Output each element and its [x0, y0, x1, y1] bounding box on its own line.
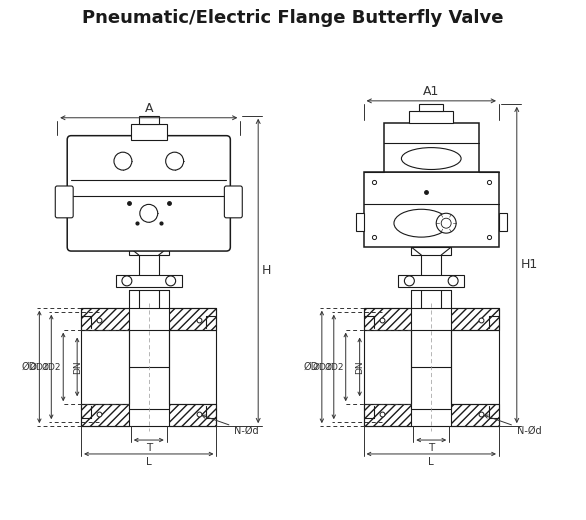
Bar	[169, 308, 216, 330]
Text: ØD2: ØD2	[324, 362, 344, 371]
Text: N-Ød: N-Ød	[485, 415, 541, 436]
Text: H: H	[262, 265, 271, 278]
Text: L: L	[146, 457, 152, 467]
Bar	[364, 308, 411, 330]
Bar	[81, 308, 129, 330]
Bar	[420, 104, 443, 111]
FancyBboxPatch shape	[67, 136, 230, 251]
FancyBboxPatch shape	[55, 186, 73, 218]
Bar	[169, 404, 216, 426]
Bar	[499, 214, 507, 231]
Text: H1: H1	[521, 258, 538, 271]
Bar	[411, 247, 451, 255]
Bar	[364, 173, 499, 247]
Circle shape	[122, 276, 132, 286]
Bar	[411, 330, 451, 409]
Bar	[116, 275, 182, 287]
Bar	[131, 124, 166, 140]
Circle shape	[448, 276, 458, 286]
Bar	[383, 123, 479, 173]
Text: DN: DN	[73, 360, 81, 374]
Text: L: L	[428, 457, 434, 467]
Text: A1: A1	[423, 85, 440, 98]
Text: T: T	[146, 443, 152, 453]
Bar	[129, 330, 169, 409]
Ellipse shape	[394, 209, 449, 237]
Text: ØD1: ØD1	[30, 362, 49, 371]
Bar	[410, 111, 453, 123]
Bar	[81, 404, 129, 426]
Circle shape	[166, 152, 183, 170]
Bar	[139, 116, 159, 124]
Circle shape	[114, 152, 132, 170]
Circle shape	[441, 218, 451, 228]
Bar	[129, 247, 169, 255]
Bar	[356, 214, 364, 231]
Bar	[364, 404, 411, 426]
Bar	[451, 404, 499, 426]
Text: A: A	[145, 102, 153, 115]
Circle shape	[140, 204, 158, 222]
Text: ØD: ØD	[304, 362, 319, 372]
Text: ØD1: ØD1	[312, 362, 332, 371]
Text: T: T	[428, 443, 434, 453]
Circle shape	[166, 276, 176, 286]
Bar	[398, 275, 464, 287]
Bar	[451, 308, 499, 330]
Text: N-Ød: N-Ød	[202, 415, 259, 436]
Circle shape	[436, 213, 456, 233]
Text: ØD2: ØD2	[42, 362, 62, 371]
FancyBboxPatch shape	[224, 186, 242, 218]
Text: Pneumatic/Electric Flange Butterfly Valve: Pneumatic/Electric Flange Butterfly Valv…	[82, 9, 504, 28]
Text: DN: DN	[355, 360, 364, 374]
Circle shape	[404, 276, 414, 286]
Text: ØD: ØD	[21, 362, 36, 372]
Ellipse shape	[401, 148, 461, 170]
